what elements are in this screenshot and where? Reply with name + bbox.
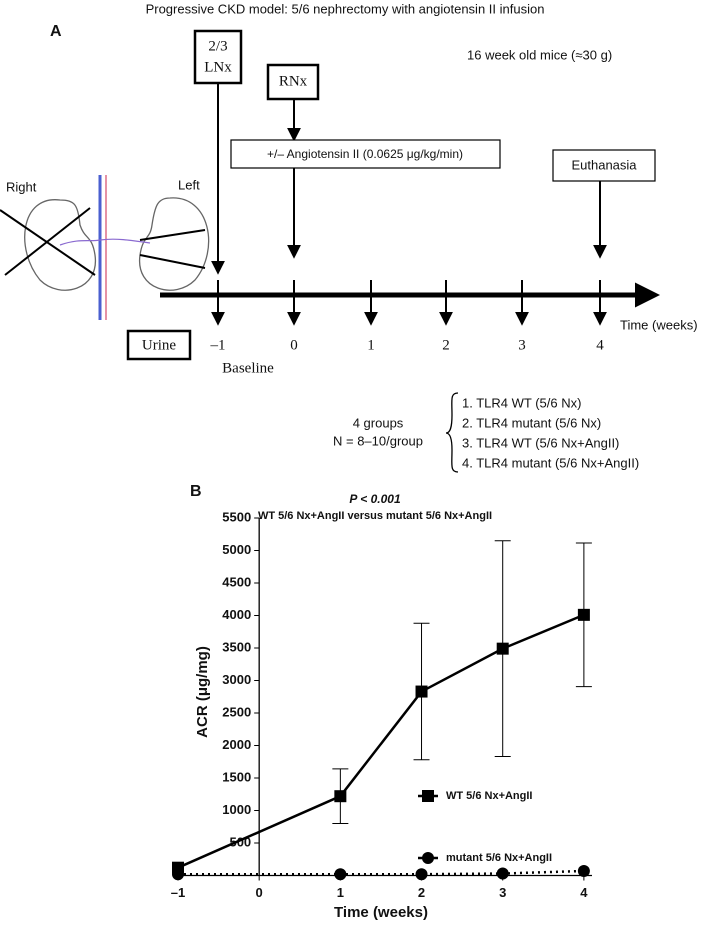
marker <box>577 608 590 621</box>
y-tick-label: 4500 <box>222 574 251 589</box>
brace <box>445 392 459 473</box>
x-tick-label: 0 <box>256 885 263 900</box>
left-kidney <box>139 197 210 291</box>
marker <box>172 868 184 881</box>
chart-title: P < 0.001 <box>349 492 401 506</box>
y-tick-label: 1000 <box>222 802 251 817</box>
x-axis-label: Time (weeks) <box>334 904 428 921</box>
angiotensin-box <box>230 139 501 169</box>
rnx-box <box>266 63 320 101</box>
rnx-label: RNx <box>279 73 308 89</box>
y-tick-label: 2500 <box>222 704 251 719</box>
timepoint: 3 <box>518 337 526 353</box>
chart: P < 0.001 WT 5/6 Nx+AngII versus mutant … <box>171 492 592 921</box>
baseline-label: Baseline <box>222 360 274 376</box>
y-tick-label: 5500 <box>222 509 251 524</box>
y-axis-label: ACR (μg/mg) <box>194 646 211 738</box>
panel-label: B <box>190 483 202 500</box>
x-tick-label: 1 <box>337 885 344 900</box>
y-tick-label: 3500 <box>222 639 251 654</box>
y-tick-label: 4000 <box>222 607 251 622</box>
right-label: Right <box>6 179 37 194</box>
timepoint: 1 <box>367 337 375 353</box>
lnx-label: 2/3 <box>208 38 227 54</box>
panel-a: Progressive CKD model: 5/6 nephrectomy w… <box>0 1 698 473</box>
left-label: Left <box>178 177 200 192</box>
group-size: N = 8–10/group <box>333 433 423 448</box>
urine-label: Urine <box>142 337 176 353</box>
cut-line <box>139 254 206 269</box>
mice-note: 16 week old mice (≈30 g) <box>467 47 612 62</box>
y-tick-label: 3000 <box>222 672 251 687</box>
chart-subtitle: WT 5/6 Nx+AngII versus mutant 5/6 Nx+Ang… <box>258 510 492 522</box>
cross <box>4 207 91 276</box>
timepoint: 2 <box>442 337 450 353</box>
cut-line <box>139 229 206 241</box>
timepoint: 0 <box>290 337 298 353</box>
vessel <box>59 238 151 246</box>
timepoint: 4 <box>596 337 604 353</box>
x-tick-label: 2 <box>418 885 425 900</box>
groups-count: 4 groups <box>353 415 404 430</box>
y-tick-label: 2000 <box>222 737 251 752</box>
euthanasia-label: Euthanasia <box>571 157 637 172</box>
marker <box>334 790 347 803</box>
angiotensin-label: +/– Angiotensin II (0.0625 μg/kg/min) <box>267 147 463 161</box>
series-line <box>178 869 584 876</box>
lnx-label: LNx <box>204 59 232 75</box>
x-tick-label: –1 <box>171 885 185 900</box>
group-item: 1. TLR4 WT (5/6 Nx) <box>462 395 581 410</box>
y-tick-label: 5000 <box>222 542 251 557</box>
group-item: 4. TLR4 mutant (5/6 Nx+AngII) <box>462 455 639 470</box>
marker <box>415 685 428 698</box>
marker <box>496 642 509 655</box>
marker <box>496 867 509 880</box>
legend-label: mutant 5/6 Nx+AngII <box>446 852 552 864</box>
legend-label: WT 5/6 Nx+AngII <box>446 790 533 802</box>
panel-a-title: Progressive CKD model: 5/6 nephrectomy w… <box>146 1 545 16</box>
marker <box>577 864 590 877</box>
group-item: 3. TLR4 WT (5/6 Nx+AngII) <box>462 435 619 450</box>
marker <box>334 868 347 881</box>
timepoint: –1 <box>210 337 226 353</box>
urine-box <box>126 329 192 361</box>
euthanasia-box <box>552 149 656 182</box>
x-tick-label: 4 <box>580 885 588 900</box>
group-item: 2. TLR4 mutant (5/6 Nx) <box>462 415 601 430</box>
time-label: Time (weeks) <box>620 317 698 332</box>
y-tick-label: 1500 <box>222 769 251 784</box>
panel-label: A <box>50 23 62 40</box>
x-tick-label: 3 <box>499 885 506 900</box>
marker <box>415 868 428 881</box>
